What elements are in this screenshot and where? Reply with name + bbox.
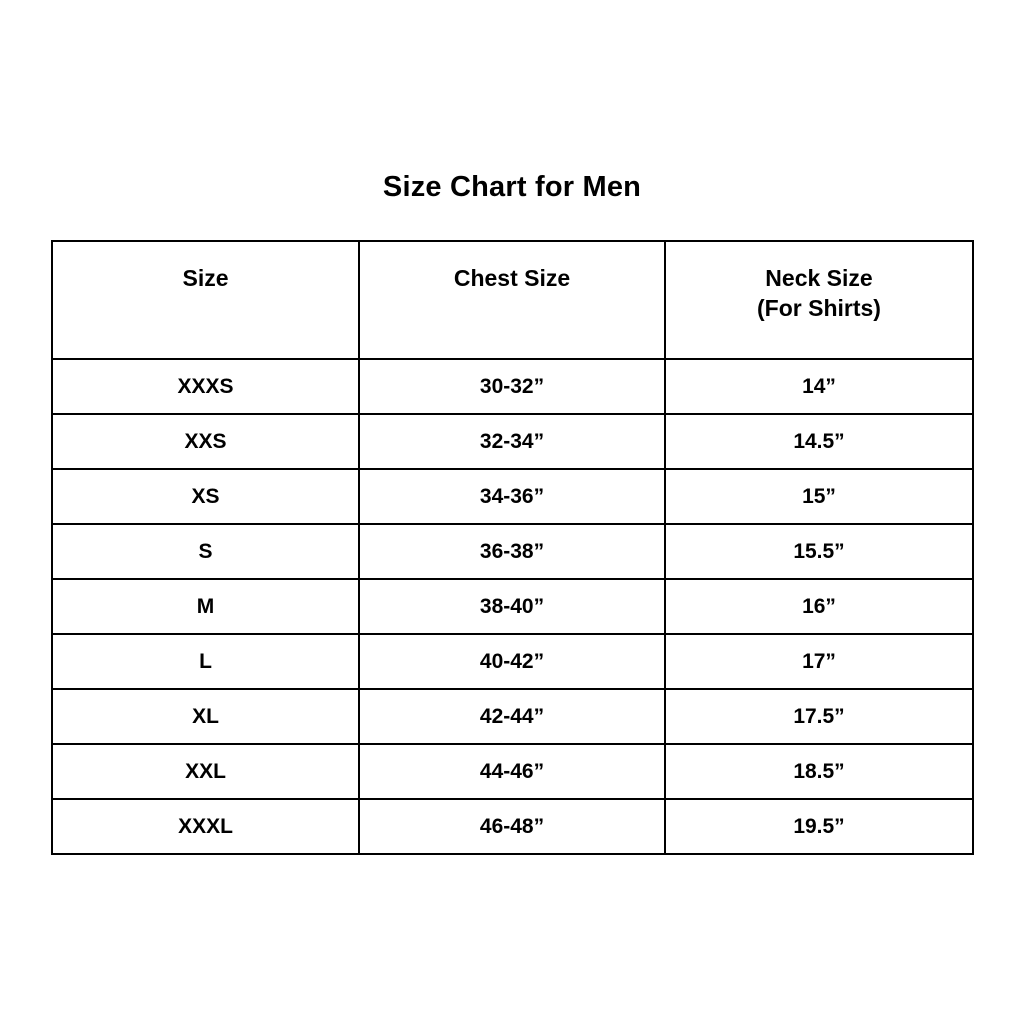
cell-neck: 15.5” — [664, 523, 974, 580]
table-row: XXXS 30-32” 14” — [51, 358, 974, 415]
table-row: XXXL 46-48” 19.5” — [51, 798, 974, 855]
table-row: S 36-38” 15.5” — [51, 523, 974, 580]
table-header: Size Chest Size Neck Size (For Shirts) — [51, 240, 974, 360]
table-row: L 40-42” 17” — [51, 633, 974, 690]
cell-chest: 34-36” — [358, 468, 666, 525]
column-header-chest-size-line1: Chest Size — [453, 265, 571, 291]
cell-chest: 44-46” — [358, 743, 666, 800]
cell-size: XXL — [51, 743, 360, 800]
cell-chest: 30-32” — [358, 358, 666, 415]
column-header-size: Size — [51, 240, 360, 360]
cell-size: S — [51, 523, 360, 580]
cell-neck: 19.5” — [664, 798, 974, 855]
cell-chest: 40-42” — [358, 633, 666, 690]
table-row: XS 34-36” 15” — [51, 468, 974, 525]
cell-chest: 42-44” — [358, 688, 666, 745]
cell-size: XS — [51, 468, 360, 525]
cell-size: XXXL — [51, 798, 360, 855]
cell-size: XXXS — [51, 358, 360, 415]
cell-neck: 14.5” — [664, 413, 974, 470]
column-header-neck-size-line2: (For Shirts) — [757, 295, 881, 321]
cell-neck: 14” — [664, 358, 974, 415]
table-row: XXL 44-46” 18.5” — [51, 743, 974, 800]
cell-neck: 16” — [664, 578, 974, 635]
cell-chest: 32-34” — [358, 413, 666, 470]
cell-chest: 36-38” — [358, 523, 666, 580]
cell-neck: 17.5” — [664, 688, 974, 745]
table-header-row: Size Chest Size Neck Size (For Shirts) — [51, 240, 974, 360]
cell-chest: 46-48” — [358, 798, 666, 855]
page-title: Size Chart for Men — [382, 171, 642, 203]
column-header-chest-size: Chest Size — [358, 240, 666, 360]
cell-size: XXS — [51, 413, 360, 470]
cell-size: M — [51, 578, 360, 635]
column-header-size-line1: Size — [182, 265, 229, 291]
table-body: XXXS 30-32” 14” XXS 32-34” 14.5” XS 34-3… — [51, 358, 974, 855]
cell-neck: 15” — [664, 468, 974, 525]
table-row: M 38-40” 16” — [51, 578, 974, 635]
table-row: XL 42-44” 17.5” — [51, 688, 974, 745]
cell-neck: 17” — [664, 633, 974, 690]
cell-size: L — [51, 633, 360, 690]
cell-size: XL — [51, 688, 360, 745]
cell-neck: 18.5” — [664, 743, 974, 800]
column-header-neck-size: Neck Size (For Shirts) — [664, 240, 974, 360]
size-chart-table: Size Chest Size Neck Size (For Shirts) X… — [51, 240, 974, 855]
table-row: XXS 32-34” 14.5” — [51, 413, 974, 470]
column-header-neck-size-line1: Neck Size — [765, 265, 873, 291]
cell-chest: 38-40” — [358, 578, 666, 635]
